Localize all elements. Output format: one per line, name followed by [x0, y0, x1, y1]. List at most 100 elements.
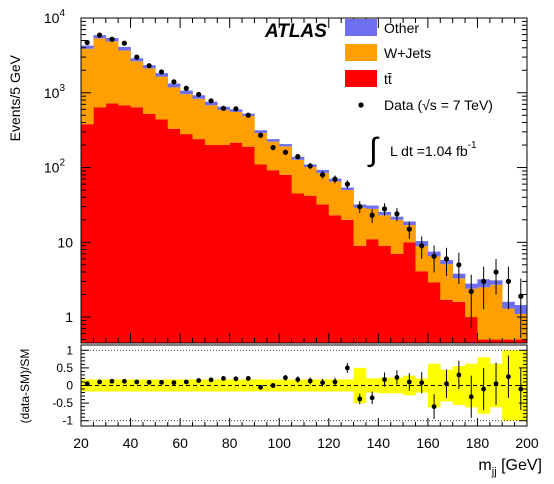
- bar-wjets: [266, 141, 280, 171]
- bar-ttbar: [81, 124, 94, 343]
- bar-wjets: [291, 159, 305, 194]
- legend-lumi: L dt =1.04 fb-1: [390, 140, 477, 159]
- ratio-point: [208, 377, 214, 383]
- x-axis: 20 40 60 80 100 120 140 160 180 200: [73, 418, 539, 451]
- bar-ttbar: [378, 245, 392, 343]
- bar-ttbar: [365, 239, 379, 343]
- data-point: [96, 32, 103, 38]
- data-point: [220, 105, 227, 111]
- bar-ttbar: [130, 107, 144, 343]
- bar-wjets: [489, 284, 503, 340]
- bar-wjets: [452, 278, 466, 302]
- bar-ttbar: [155, 119, 169, 343]
- bar-wjets: [105, 41, 119, 104]
- data-point: [307, 163, 313, 169]
- bar-wjets: [341, 190, 354, 220]
- bar-ttbar: [390, 253, 404, 343]
- bar-wjets: [378, 215, 392, 246]
- ratio-point: [493, 381, 499, 387]
- ratio-point: [97, 379, 102, 385]
- data-point: [233, 106, 239, 112]
- y-tick-label: 102: [44, 158, 66, 176]
- ratio-point: [357, 396, 363, 402]
- bar-wjets: [229, 111, 243, 143]
- data-point: [419, 243, 425, 249]
- bar-wjets: [254, 132, 268, 165]
- ratio-point: [146, 379, 152, 385]
- y-tick-label: 104: [44, 8, 66, 26]
- bar-ttbar: [229, 142, 243, 343]
- x-tick-label: 60: [172, 435, 188, 451]
- main-y-axis-label: Events/5 GeV: [7, 54, 23, 141]
- bar-ttbar: [291, 193, 305, 343]
- ratio-point: [109, 378, 115, 384]
- ratio-point: [468, 394, 474, 400]
- data-point: [493, 269, 499, 275]
- bar-wjets: [192, 98, 206, 140]
- bar-ttbar: [477, 339, 491, 343]
- bar-wjets: [502, 308, 515, 340]
- x-axis-label: mjj [GeV]: [478, 457, 542, 478]
- ratio-y-tick-label: 0.5: [56, 361, 73, 375]
- band-bin: [142, 379, 156, 392]
- data-point: [258, 132, 264, 138]
- bar-ttbar: [341, 219, 354, 343]
- bar-wjets: [180, 94, 193, 135]
- y-tick-label: 10: [57, 234, 73, 250]
- bar-wjets: [353, 207, 367, 246]
- bar-other: [192, 95, 206, 99]
- bar-ttbar: [353, 245, 367, 343]
- ratio-panel: 1 0.5 0 -0.5 -1 20 40 60 80 100 120 140 160 180 200 (…: [18, 343, 542, 478]
- bar-wjets: [328, 181, 342, 216]
- x-tick-label: 160: [416, 435, 440, 451]
- ratio-point: [84, 381, 90, 387]
- legend-swatch-ttbar: [345, 70, 377, 87]
- data-point: [431, 253, 437, 259]
- data-point: [332, 176, 338, 182]
- main-x-axis-ticks: [80, 18, 528, 343]
- data-points: [84, 32, 524, 339]
- bar-wjets: [118, 50, 131, 106]
- data-point: [406, 226, 412, 232]
- bar-ttbar: [489, 339, 503, 343]
- ratio-point: [183, 379, 189, 385]
- data-point: [443, 256, 450, 262]
- bar-ttbar: [192, 139, 206, 343]
- bar-wjets: [440, 264, 453, 300]
- bar-wjets: [155, 76, 169, 120]
- ratio-point: [171, 380, 177, 386]
- bar-ttbar: [266, 170, 280, 343]
- data-point: [84, 39, 90, 46]
- data-point: [369, 212, 375, 218]
- bar-other: [81, 45, 94, 49]
- data-point: [344, 181, 350, 187]
- ratio-point: [258, 384, 264, 390]
- bar-ttbar: [105, 103, 119, 343]
- ratio-point: [134, 379, 140, 385]
- legend-swatch-wjets: [345, 44, 377, 61]
- bar-ttbar: [217, 145, 230, 343]
- bar-ttbar: [440, 299, 453, 343]
- ratio-y-tick-label: -1: [62, 414, 73, 428]
- y-tick-label: 103: [44, 83, 66, 101]
- bar-ttbar: [316, 204, 330, 343]
- data-point: [196, 91, 202, 98]
- ratio-point: [481, 386, 487, 392]
- band-bin: [130, 379, 144, 392]
- data-point: [505, 278, 512, 284]
- legend-marker-data: [358, 102, 364, 108]
- data-point: [134, 54, 140, 60]
- bar-ttbar: [452, 301, 466, 343]
- ratio-y-axis: 1 0.5 0 -0.5 -1: [52, 343, 527, 428]
- ratio-point: [444, 381, 449, 387]
- ratio-point: [419, 380, 425, 386]
- x-tick-label: 200: [515, 435, 539, 451]
- legend: Other W+Jets tt̄ Data (√s = 7 TeV) ∫ L d…: [345, 19, 493, 168]
- x-tick-label: 20: [73, 435, 89, 451]
- ratio-point: [332, 379, 338, 385]
- ratio-point: [394, 375, 400, 380]
- band-bin: [93, 379, 107, 392]
- bar-ttbar: [142, 114, 156, 344]
- ratio-point: [320, 380, 325, 386]
